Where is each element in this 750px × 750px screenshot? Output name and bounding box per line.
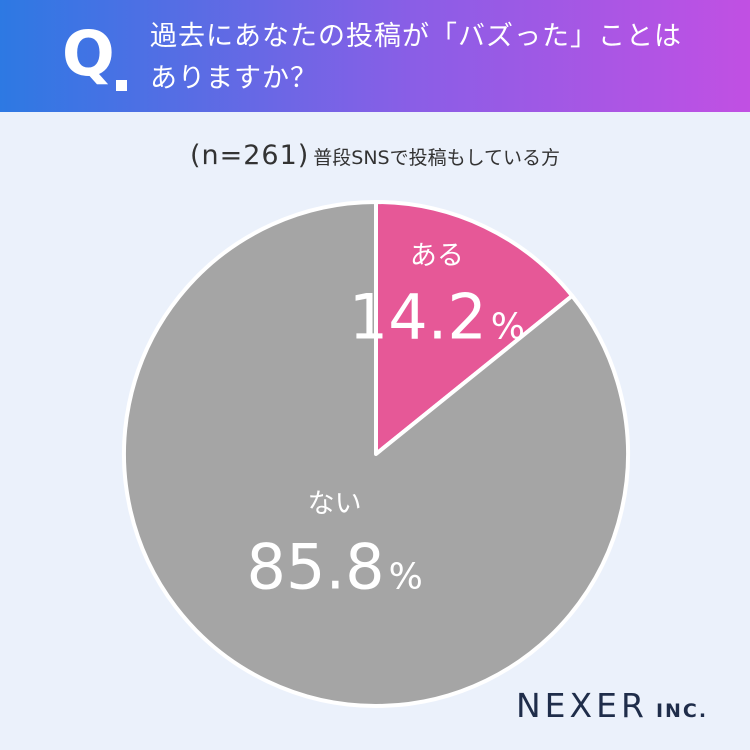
sample-info: (n=261) 普段SNSで投稿もしている方 [0,140,750,171]
question-line-1: 過去にあなたの投稿が「バズった」ことは [150,21,682,52]
slice-value-label: 85.8% [247,530,423,603]
slice-category-label: ない [308,488,362,519]
pie-slice-1 [374,200,575,456]
pie-slices [122,200,630,708]
question-text: 過去にあなたの投稿が「バズった」ことは ありますか？ [150,16,730,100]
q-label: Q [62,17,115,90]
question-header: Q 過去にあなたの投稿が「バズった」ことは ありますか？ [0,0,750,112]
nexer-logo: NEXER INC. [516,686,708,725]
q-dot-icon [116,80,127,91]
sample-size: (n=261) [189,140,310,171]
logo-main: NEXER [516,686,648,725]
slice-category-label: ある [410,241,464,272]
pie-labels: ある 14.2 % ない 85.8% [247,241,525,604]
pie-slice-2 [122,200,630,708]
slice-value-label: 14.2% [349,281,525,354]
sample-description: 普段SNSで投稿もしている方 [313,147,561,169]
question-line-2: ありますか？ [150,63,318,94]
logo-sub: INC. [655,700,709,722]
